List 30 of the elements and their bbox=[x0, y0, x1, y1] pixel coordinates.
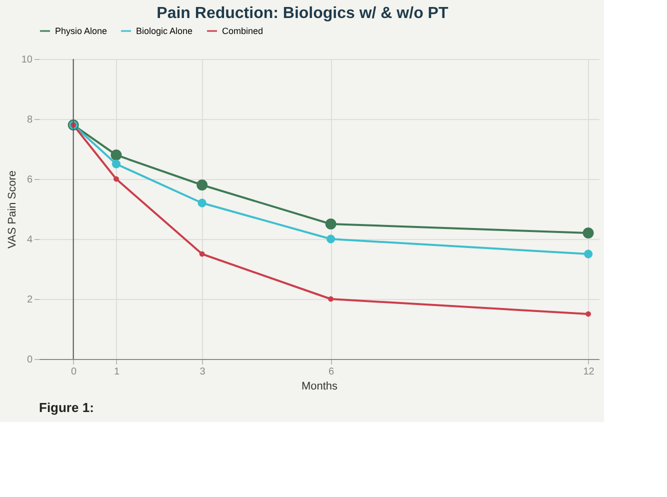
point bbox=[328, 296, 334, 302]
y-tick-label: 4 bbox=[26, 234, 33, 246]
y-tick-label: 8 bbox=[26, 114, 33, 126]
x-tick-label: 12 bbox=[583, 366, 595, 378]
x-tick-label: 3 bbox=[200, 366, 206, 378]
x-tick-label: 6 bbox=[328, 366, 335, 378]
point bbox=[582, 228, 594, 238]
legend-label: Combined bbox=[222, 26, 264, 36]
point bbox=[326, 234, 336, 244]
x-tick-label: 0 bbox=[71, 366, 78, 378]
x-tick-label: 1 bbox=[114, 366, 120, 378]
y-tick-label: 2 bbox=[26, 294, 33, 306]
legend-label: Biologic Alone bbox=[136, 26, 193, 36]
point bbox=[325, 218, 336, 230]
point bbox=[112, 160, 121, 168]
point bbox=[198, 198, 206, 208]
y-tick-label: 0 bbox=[26, 354, 33, 366]
point bbox=[110, 150, 122, 160]
y-tick-label: 6 bbox=[26, 174, 33, 186]
point bbox=[114, 176, 119, 182]
y-tick-label: 10 bbox=[21, 54, 33, 66]
point bbox=[199, 251, 205, 257]
x-axis-title: Months bbox=[301, 380, 338, 392]
point bbox=[584, 250, 593, 258]
point bbox=[196, 180, 208, 190]
chart-title: Pain Reduction: Biologics w/ & w/o PT bbox=[156, 5, 448, 22]
caption: Figure 1: bbox=[39, 400, 94, 415]
y-axis-title: VAS Pain Score bbox=[6, 170, 18, 249]
legend-label: Physio Alone bbox=[55, 26, 108, 36]
point bbox=[586, 311, 592, 317]
